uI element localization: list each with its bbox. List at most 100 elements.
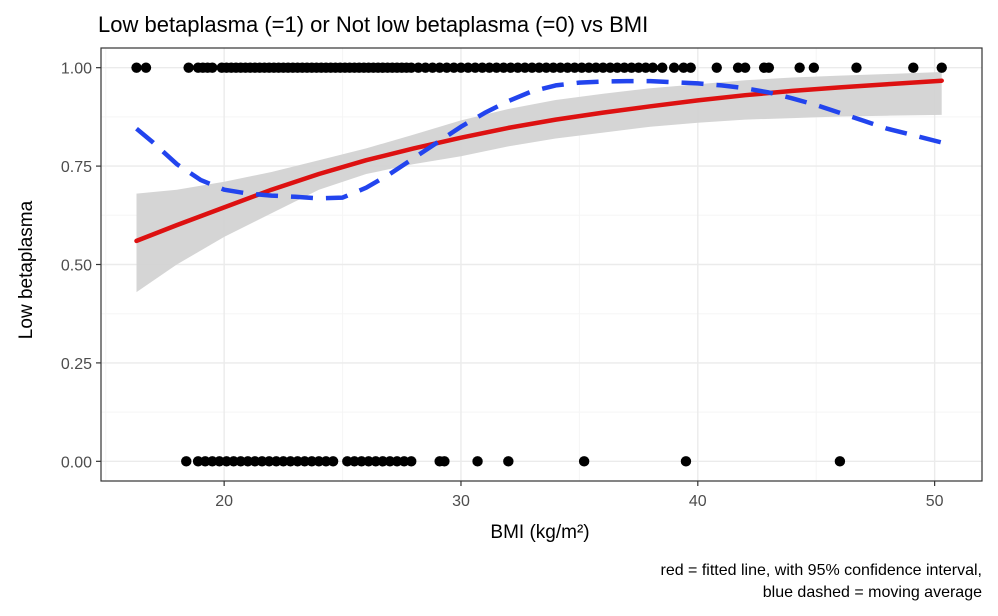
- data-point-y1: [427, 62, 438, 73]
- data-point-y1: [633, 62, 644, 73]
- data-point-y0: [377, 456, 389, 467]
- data-point-y1: [441, 62, 452, 73]
- data-point-y0: [363, 456, 374, 467]
- data-point-y0: [503, 456, 514, 467]
- data-point-y1: [908, 62, 919, 73]
- data-point-y0: [299, 456, 310, 467]
- data-point-y1: [562, 62, 573, 73]
- data-point-y0: [472, 456, 483, 467]
- moving-average-line: [135, 78, 943, 201]
- data-point-y0: [680, 456, 692, 467]
- y-tick-label: 0.00: [61, 454, 92, 471]
- data-point-y0: [327, 456, 339, 467]
- x-axis: 20 30 40 50: [215, 481, 944, 510]
- y-tick-label: 0.75: [61, 159, 92, 176]
- caption-line-2: blue dashed = moving average: [763, 584, 982, 601]
- y-tick-label: 1.00: [61, 61, 92, 78]
- data-point-y1: [763, 62, 775, 73]
- data-point-y1: [477, 62, 488, 73]
- data-point-y1: [462, 62, 474, 73]
- data-point-y0: [256, 456, 268, 467]
- x-tick-label: 40: [689, 493, 707, 510]
- data-point-y0: [242, 456, 254, 467]
- data-point-y1: [498, 62, 509, 73]
- data-point-y1: [406, 62, 417, 73]
- data-point-y1: [936, 62, 947, 73]
- data-point-y0: [356, 456, 367, 467]
- data-point-y1: [140, 62, 152, 73]
- data-point-y1: [604, 62, 616, 73]
- data-point-y0: [439, 456, 450, 467]
- data-point-y0: [292, 456, 303, 467]
- data-point-y1: [794, 62, 805, 73]
- data-point-y1: [555, 62, 566, 73]
- fitted-line-layer: [134, 78, 944, 244]
- data-point-y1: [131, 62, 142, 73]
- data-point-y1: [576, 62, 587, 73]
- data-point-y1: [484, 62, 495, 73]
- data-point-y1: [619, 62, 630, 73]
- data-point-y0: [228, 456, 239, 467]
- data-point-y1: [469, 62, 481, 73]
- data-point-y0: [834, 456, 846, 467]
- data-point-y0: [271, 456, 282, 467]
- data-point-y1: [526, 62, 538, 73]
- data-point-y1: [413, 62, 424, 73]
- data-point-y0: [192, 456, 204, 467]
- data-point-y1: [678, 62, 689, 73]
- data-point-y1: [512, 62, 524, 73]
- data-point-y0: [207, 456, 218, 467]
- y-axis: 0.00 0.25 0.50 0.75 1.00: [61, 61, 101, 471]
- data-point-y1: [626, 62, 637, 73]
- data-point-y0: [320, 456, 332, 467]
- data-point-y1: [640, 62, 651, 73]
- data-point-y1: [505, 62, 516, 73]
- data-point-y1: [455, 62, 467, 73]
- data-point-y0: [313, 456, 325, 467]
- data-point-y0: [398, 456, 410, 467]
- data-point-y1: [657, 62, 668, 73]
- data-point-y1: [491, 62, 502, 73]
- data-point-y1: [434, 62, 445, 73]
- data-point-y1: [569, 62, 580, 73]
- data-point-y1: [548, 62, 559, 73]
- data-point-y1: [739, 62, 751, 73]
- data-point-y0: [221, 456, 232, 467]
- chart-title: Low betaplasma (=1) or Not low betaplasm…: [98, 12, 648, 37]
- data-point-y1: [533, 62, 545, 73]
- moving-average-layer: [135, 78, 943, 201]
- data-point-y0: [306, 456, 317, 467]
- data-point-y1: [590, 62, 602, 73]
- fitted-line: [134, 78, 944, 244]
- data-point-y0: [406, 456, 417, 467]
- x-tick-label: 20: [215, 493, 233, 510]
- data-point-y1: [711, 62, 722, 73]
- data-point-y1: [668, 62, 680, 73]
- data-point-y1: [519, 62, 531, 73]
- data-point-y1: [541, 62, 552, 73]
- x-tick-label: 50: [926, 493, 944, 510]
- data-point-y1: [448, 62, 460, 73]
- data-point-y0: [200, 456, 211, 467]
- data-point-y0: [349, 456, 360, 467]
- data-point-y1: [647, 62, 659, 73]
- data-point-y1: [685, 62, 696, 73]
- data-point-y0: [278, 456, 289, 467]
- data-point-y0: [285, 456, 296, 467]
- data-point-y0: [342, 456, 353, 467]
- data-point-y0: [181, 456, 192, 467]
- y-axis-label: Low betaplasma: [16, 200, 37, 339]
- data-point-y1: [183, 62, 194, 73]
- data-point-y1: [207, 62, 218, 73]
- data-point-y1: [851, 62, 862, 73]
- data-point-y1: [583, 62, 595, 73]
- data-point-y0: [384, 456, 396, 467]
- data-point-y0: [370, 456, 381, 467]
- caption-line-1: red = fitted line, with 95% confidence i…: [660, 562, 982, 579]
- points-layer: [131, 62, 947, 467]
- data-point-y1: [808, 62, 820, 73]
- data-point-y0: [249, 456, 261, 467]
- y-tick-label: 0.25: [61, 356, 92, 373]
- data-point-y1: [420, 62, 431, 73]
- data-point-y1: [612, 62, 623, 73]
